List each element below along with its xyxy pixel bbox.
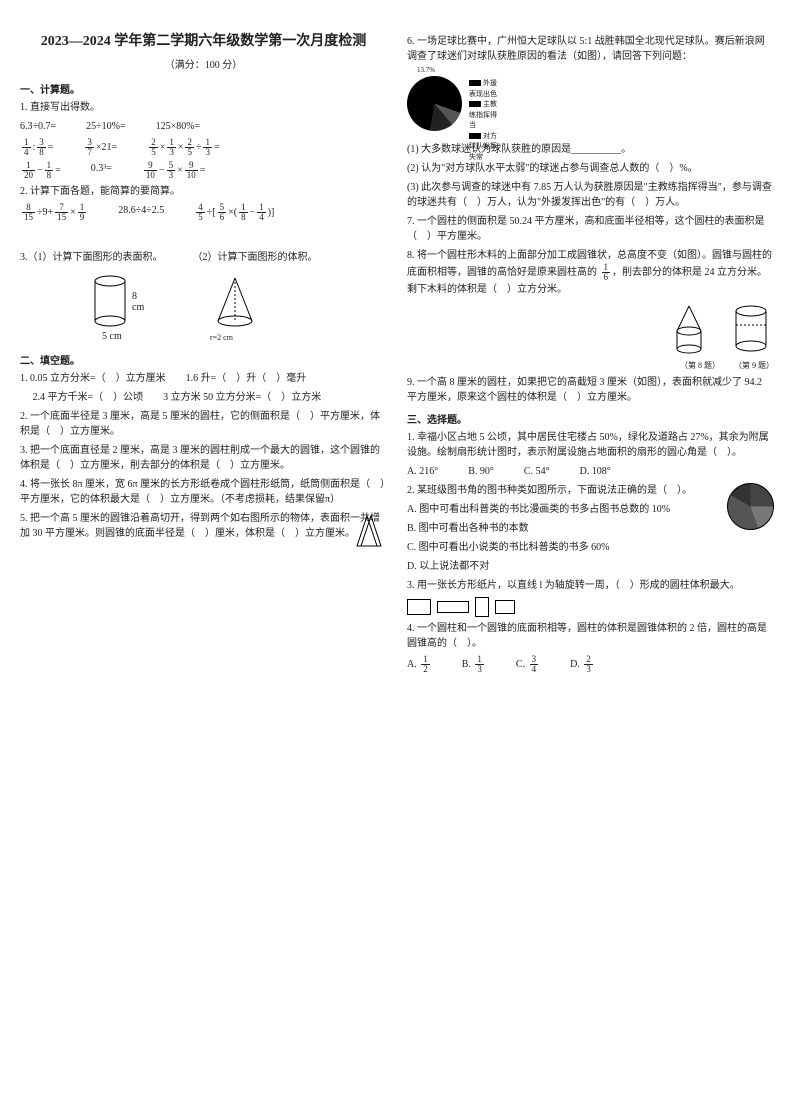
fill-1: 1. 0.05 立方分米=（ ）立方厘米 1.6 升=（ ）升（ ）毫升 <box>20 371 387 386</box>
q3-labels: 3.（1）计算下面图形的表面积。 （2）计算下面图形的体积。 <box>20 250 387 265</box>
section-2-head: 二、填空题。 <box>20 352 387 367</box>
q6-2: (2) 认为"对方球队水平太弱"的球迷占参与调查总人数的（ ）%。 <box>407 161 774 176</box>
q1-row1: 6.3÷0.7= 25÷10%= 125×80%= <box>20 119 387 134</box>
page-title: 2023—2024 学年第二学期六年级数学第一次月度检测 <box>20 30 387 50</box>
q2-row1: 815÷9+715×19 28.6÷4÷2.5 45÷[56×(18−14)] <box>20 203 387 222</box>
choice-2: 2. 某班级图书角的图书种类如图所示，下面说法正确的是（ ）。 <box>407 483 774 498</box>
c2-b: B. 图中可看出各种书的本数 <box>407 521 774 536</box>
pie-chart: 13.7% 外援表现出色 主教练指挥得当 对方球队发挥失常 <box>407 68 497 138</box>
score-line: （满分：100 分） <box>20 56 387 71</box>
rect-options <box>407 597 774 617</box>
c2-c: C. 图中可看出小说类的书比科普类的书多 60% <box>407 540 774 555</box>
q9: 9. 一个高 8 厘米的圆柱，如果把它的高截短 3 厘米（如图），表面积就减少了… <box>407 375 774 405</box>
choice-3: 3. 用一张长方形纸片，以直线 l 为轴旋转一周，（ ）形成的圆柱体积最大。 <box>407 578 774 593</box>
fill-2: 2. 一个底面半径是 3 厘米，高是 5 厘米的圆柱，它的侧面积是（ ）平方厘米… <box>20 409 387 439</box>
fig9-label: （第 9 题） <box>734 361 774 370</box>
fill-5: 5. 把一个高 5 厘米的圆锥沿着高切开，得到两个如右图所示的物体，表面积一共增… <box>20 511 387 541</box>
section-1-head: 一、计算题。 <box>20 81 387 96</box>
q6-3: (3) 此次参与调查的球迷中有 7.85 万人认为获胜原因是"主教练指挥得当"，… <box>407 180 774 210</box>
book-pie <box>727 483 774 530</box>
section-3-head: 三、选择题。 <box>407 411 774 426</box>
choice-1: 1. 幸福小区占地 5 公顷，其中居民住宅楼占 50%，绿化及道路占 27%，其… <box>407 430 774 460</box>
choice-4-opts: A. 12 B. 13 C. 34 D. 23 <box>407 655 774 674</box>
q7: 7. 一个圆柱的侧面积是 50.24 平方厘米，高和底面半径相等，这个圆柱的表面… <box>407 214 774 244</box>
q8: 8. 将一个圆柱形木料的上面部分加工成圆锥状，总高度不变（如图）。圆锥与圆柱的底… <box>407 248 774 297</box>
c2-a: A. 图中可看出科普类的书比漫画类的书多占图书总数的 10% <box>407 502 774 517</box>
q1-row3: 120−18= 0.3³= 910−53×910= <box>20 161 387 180</box>
c2-d: D. 以上说法都不对 <box>407 559 774 574</box>
q1-label: 1. 直接写出得数。 <box>20 100 387 115</box>
fig8-label: （第 8 题） <box>680 361 716 370</box>
fill-4: 4. 将一张长 8π 厘米，宽 6π 厘米的长方形纸卷成个圆柱形纸筒，纸筒侧面积… <box>20 477 387 507</box>
q6-1: (1) 大多数球迷认为球队获胜的原因是__________。 <box>407 142 774 157</box>
q2-label: 2. 计算下面各题，能简算的要简算。 <box>20 184 387 199</box>
choice-1-opts: A. 216°B. 90°C. 54°D. 108° <box>407 464 774 479</box>
cylinder-figures <box>407 301 774 356</box>
q1-row2: 14:38= 37×21= 25×13×25÷13= <box>20 138 387 157</box>
fill-1b: 2.4 平方千米=（ ）公顷 3 立方米 50 立方分米=（ ）立方米 <box>20 390 387 405</box>
q6: 6. 一场足球比赛中，广州恒大足球队以 5:1 战胜韩国全北现代足球队。赛后新浪… <box>407 34 774 64</box>
fill-3: 3. 把一个底面直径是 2 厘米，高是 3 厘米的圆柱削成一个最大的圆锥，这个圆… <box>20 443 387 473</box>
prism-figure: 8 cm 5 cm <box>90 273 140 342</box>
cone-figure: r=2 cm <box>210 273 260 342</box>
choice-4: 4. 一个圆柱和一个圆锥的底面积相等，圆柱的体积是圆锥体积的 2 倍，圆柱的高是… <box>407 621 774 651</box>
